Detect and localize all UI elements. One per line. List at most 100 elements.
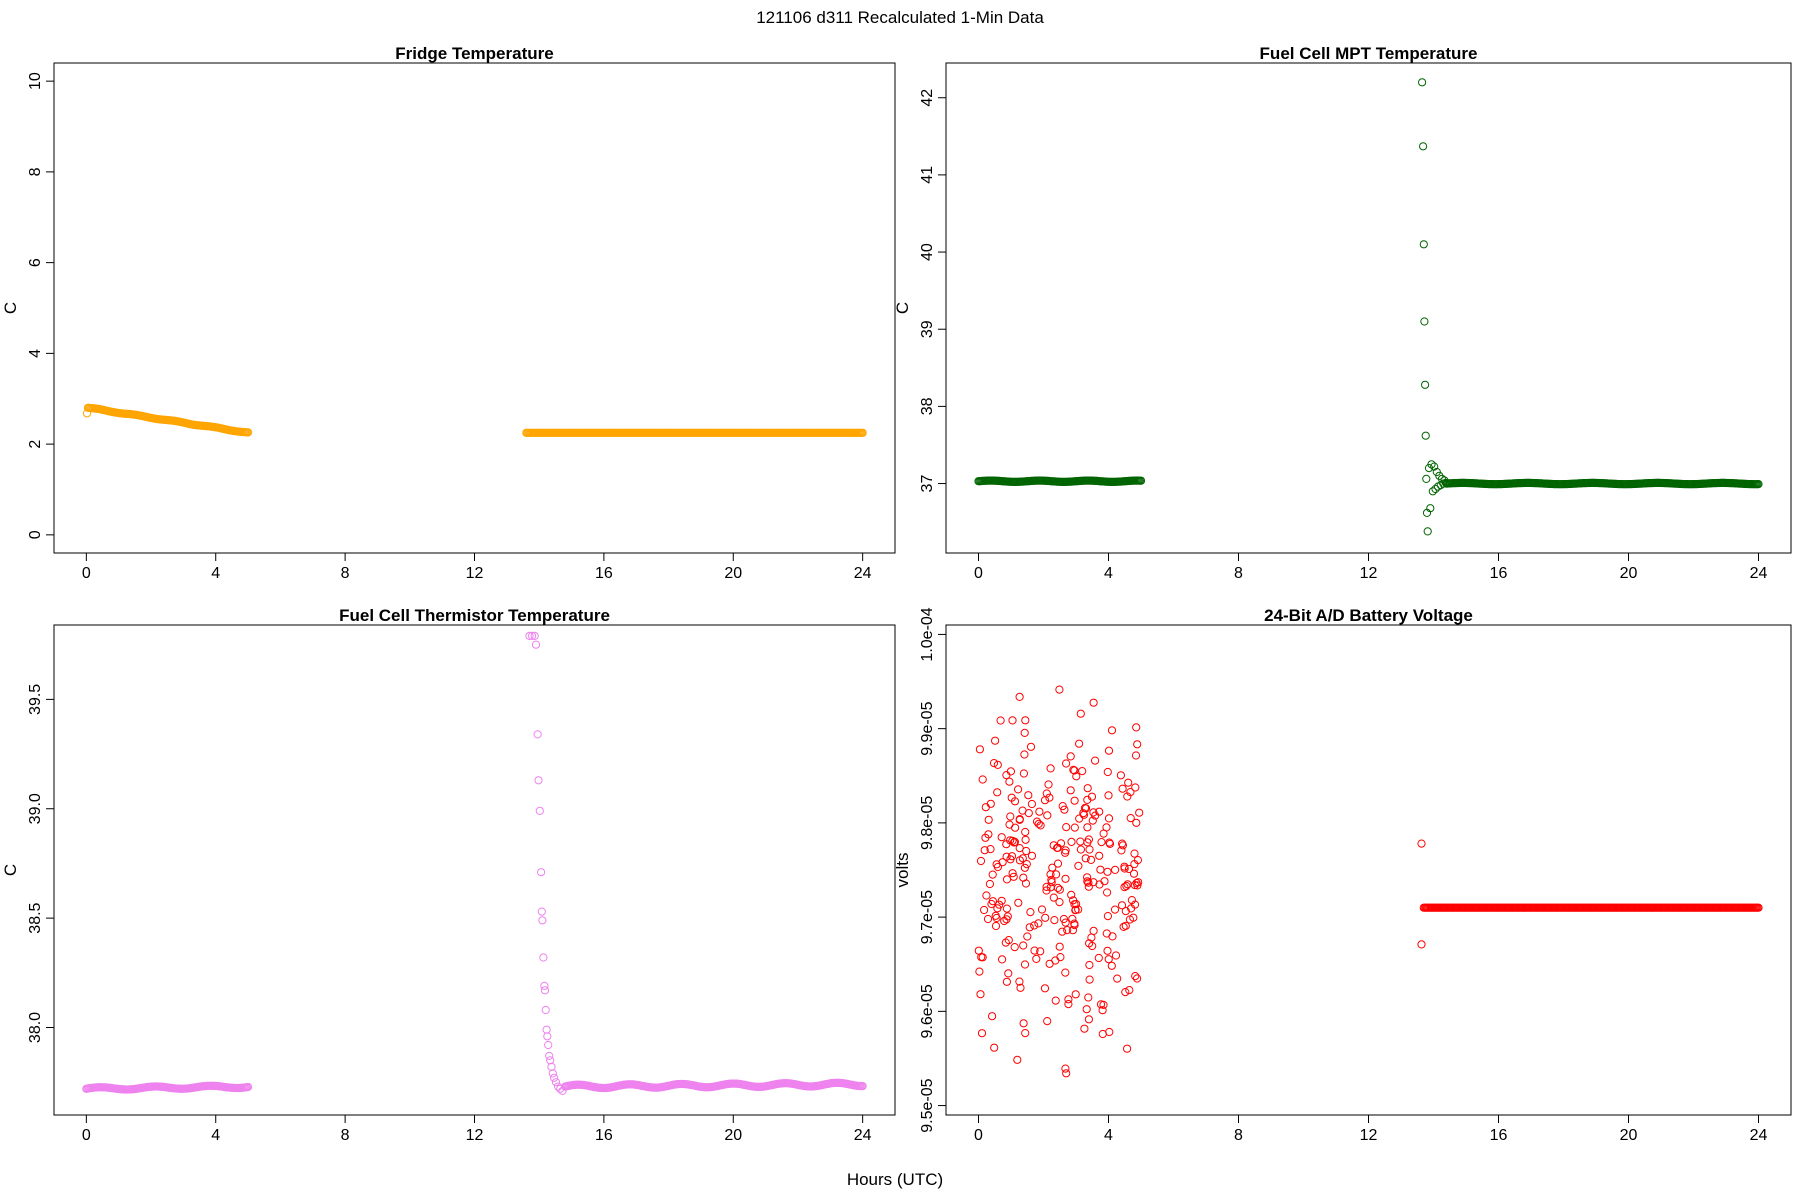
data-point	[1423, 527, 1432, 536]
data-point	[1040, 984, 1050, 993]
data-point	[990, 1043, 999, 1052]
data-point	[1030, 921, 1039, 930]
x-tick-label: 0	[974, 1127, 983, 1144]
x-tick-label: 4	[211, 1127, 220, 1144]
data-point	[558, 1086, 567, 1096]
x-tick-label: 12	[1360, 1127, 1378, 1144]
data-point	[1015, 977, 1024, 986]
data-point	[1046, 764, 1055, 773]
data-point	[1103, 946, 1112, 955]
data-point	[1043, 811, 1052, 820]
data-point	[538, 916, 547, 925]
data-point	[1080, 1024, 1089, 1033]
data-point	[988, 870, 997, 879]
data-point	[1083, 877, 1092, 886]
data-point	[975, 967, 984, 976]
x-tick-label: 0	[82, 565, 91, 582]
data-point	[1418, 78, 1427, 87]
data-point	[1006, 767, 1016, 776]
data-point	[1125, 915, 1135, 924]
plot-frame	[53, 62, 896, 554]
data-point	[1019, 941, 1028, 950]
data-point	[1060, 805, 1069, 814]
y-tick-label: 38	[919, 397, 936, 415]
data-point	[1015, 844, 1024, 853]
data-point	[1075, 814, 1084, 823]
data-point	[983, 914, 993, 924]
data-point	[1103, 767, 1112, 777]
data-point	[1095, 851, 1104, 860]
data-point	[978, 775, 987, 784]
data-point	[244, 1082, 253, 1092]
data-point	[1089, 698, 1098, 707]
data-point	[1004, 969, 1013, 978]
x-tick-label: 20	[724, 565, 742, 582]
data-point	[1041, 913, 1050, 922]
data-point	[1044, 780, 1053, 789]
data-point	[1005, 777, 1014, 786]
data-point	[1083, 784, 1092, 793]
data-point	[858, 428, 867, 437]
data-point	[1006, 812, 1015, 821]
data-point	[1061, 1064, 1070, 1073]
y-axis-label: C	[893, 302, 912, 314]
data-point	[1104, 791, 1113, 800]
data-point	[1048, 863, 1057, 872]
data-point	[1061, 874, 1070, 883]
data-point	[993, 788, 1002, 797]
x-tick-label: 20	[724, 1127, 742, 1144]
data-point	[1089, 926, 1098, 936]
y-tick-label: 38.0	[27, 1012, 44, 1043]
data-point	[1023, 932, 1032, 941]
data-point	[1062, 823, 1071, 832]
data-point	[1002, 904, 1012, 913]
data-point	[1430, 462, 1439, 471]
data-point	[1037, 905, 1047, 914]
data-point	[551, 1078, 561, 1087]
data-point	[535, 806, 544, 816]
data-point	[1136, 476, 1146, 485]
data-point	[1084, 1015, 1094, 1024]
data-point	[1042, 789, 1051, 798]
data-point	[995, 900, 1004, 909]
data-point	[1133, 881, 1142, 890]
data-point	[997, 833, 1006, 842]
data-point	[1062, 759, 1071, 768]
data-point	[976, 856, 986, 866]
x-tick-label: 24	[854, 1127, 872, 1144]
data-point	[1103, 867, 1112, 876]
y-tick-label: 9.9e-05	[919, 701, 936, 755]
data-point	[1027, 851, 1037, 860]
data-point	[1081, 804, 1091, 813]
data-point	[540, 986, 550, 995]
data-point	[1066, 786, 1075, 795]
data-point	[1020, 863, 1030, 872]
chart-panel-3: Fuel Cell Thermistor Temperature C 0 4 8 12 16…	[1, 606, 896, 1144]
data-point	[1018, 806, 1027, 815]
data-point	[244, 428, 253, 437]
y-tick-label: 39.5	[27, 684, 44, 715]
data-point	[1019, 1019, 1028, 1028]
data-point	[1074, 861, 1083, 871]
data-point	[1083, 823, 1092, 832]
data-point	[1123, 880, 1132, 889]
x-tick-label: 24	[1750, 1127, 1768, 1144]
data-point	[1032, 954, 1041, 964]
data-point	[1008, 716, 1017, 725]
data-point	[545, 1051, 554, 1061]
data-point	[1030, 946, 1039, 955]
data-point	[1121, 907, 1130, 916]
x-tick-label: 20	[1620, 1127, 1638, 1144]
data-point	[1067, 837, 1076, 847]
data-point	[1417, 940, 1426, 949]
y-tick-label: 40	[919, 243, 936, 261]
data-point	[1130, 849, 1139, 858]
data-point	[1055, 898, 1064, 907]
data-point	[1094, 953, 1103, 963]
data-point	[1131, 751, 1141, 760]
data-point	[539, 953, 548, 962]
data-point	[1008, 836, 1017, 846]
data-point	[1062, 1069, 1071, 1078]
y-tick-label: 0	[27, 530, 44, 539]
